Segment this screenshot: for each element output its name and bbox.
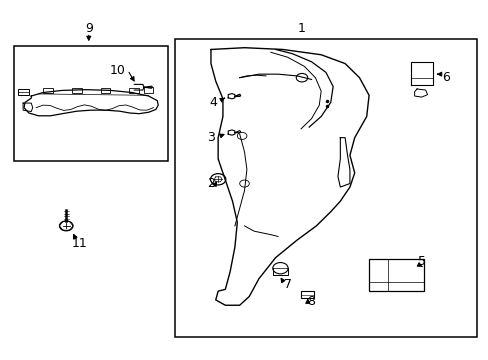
Text: 3: 3	[206, 131, 214, 144]
Bar	[301, 291, 313, 298]
Text: 5: 5	[417, 255, 425, 267]
Bar	[43, 87, 53, 93]
Bar	[18, 89, 29, 95]
Bar	[101, 87, 110, 93]
Text: 2: 2	[206, 177, 214, 190]
Text: 10: 10	[109, 64, 125, 77]
Bar	[143, 87, 153, 93]
Bar	[129, 87, 139, 93]
Bar	[14, 46, 167, 161]
Text: 9: 9	[84, 22, 93, 35]
Text: 1: 1	[298, 22, 305, 35]
Text: 8: 8	[307, 295, 315, 308]
Polygon shape	[234, 94, 240, 96]
Text: 11: 11	[71, 237, 87, 250]
Bar	[72, 87, 81, 93]
Bar	[368, 259, 424, 291]
Bar	[175, 39, 476, 337]
Text: 7: 7	[283, 278, 291, 291]
Text: 4: 4	[209, 96, 217, 109]
Text: 6: 6	[441, 71, 449, 84]
